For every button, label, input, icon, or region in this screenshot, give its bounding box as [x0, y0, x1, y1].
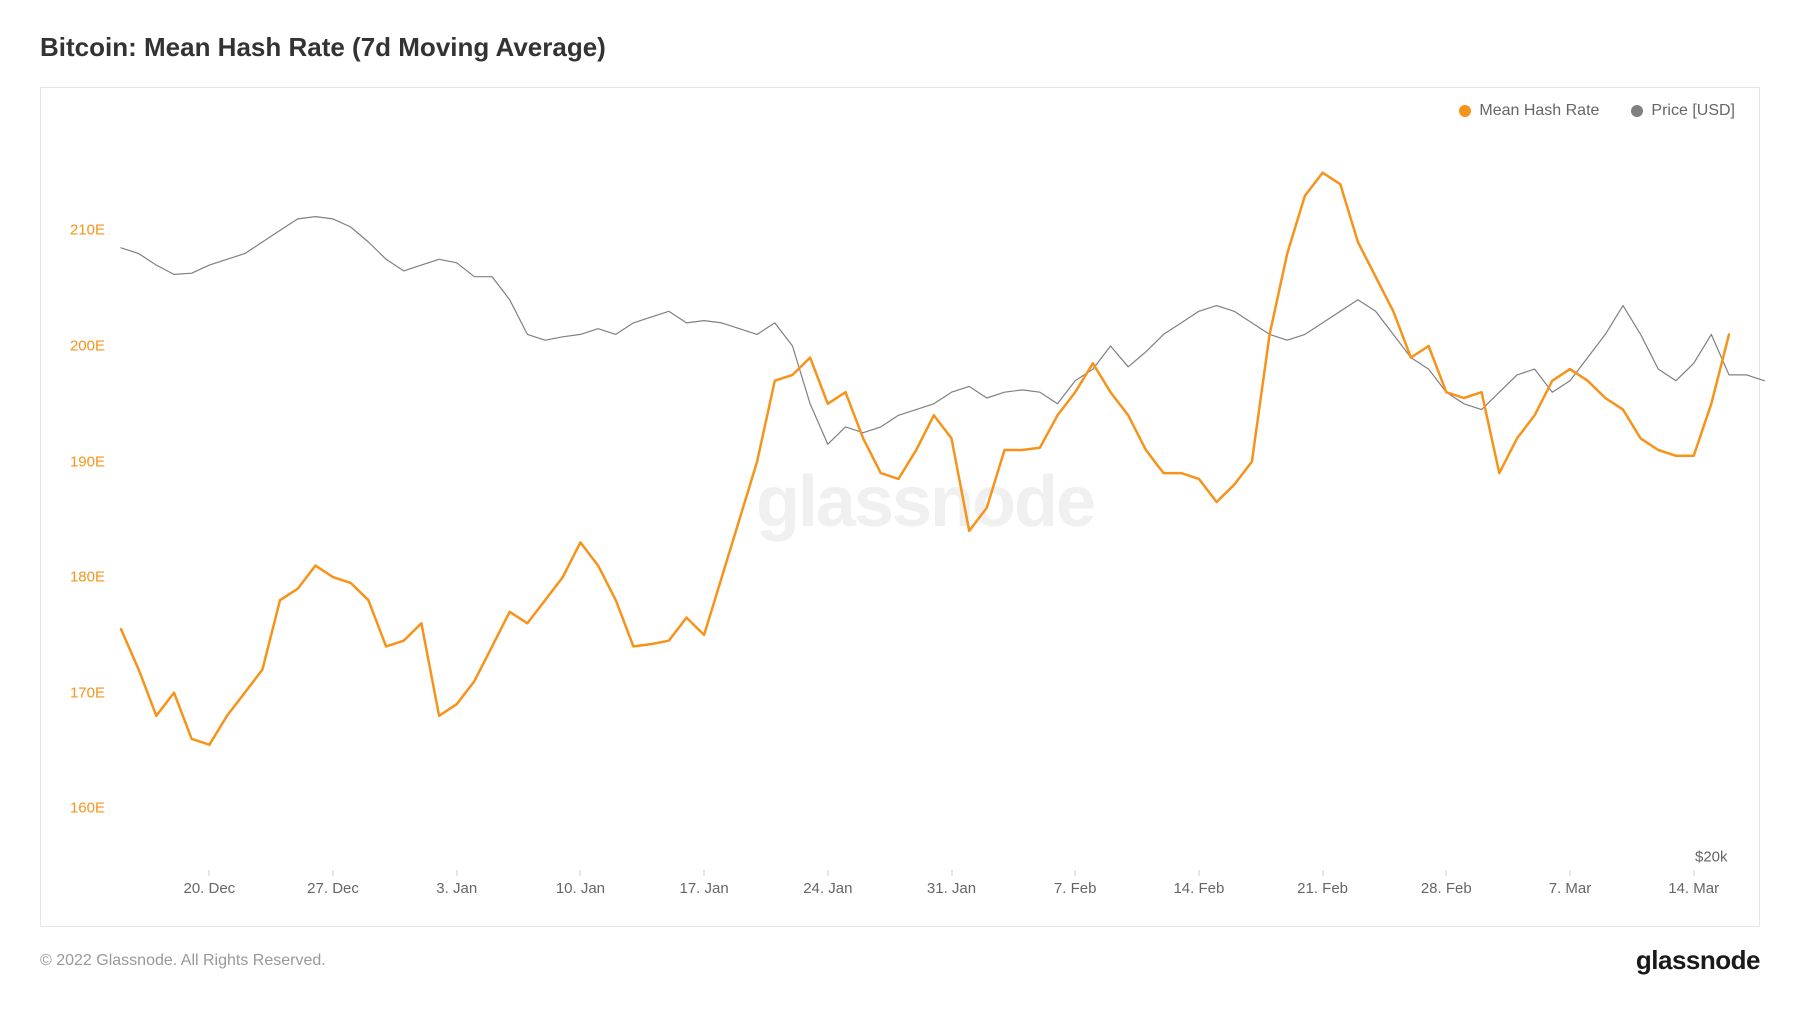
x-tick-mark — [1198, 870, 1199, 876]
x-tick-label: 20. Dec — [183, 880, 235, 897]
x-axis: 20. Dec 27. Dec 3. Jan 10. Jan 17. Jan 24. Ja… — [121, 870, 1729, 926]
y-tick-left: 180E — [70, 569, 105, 586]
y-axis-left: 160E 170E 180E 190E 200E 210E — [41, 138, 113, 866]
x-tick-mark — [1075, 870, 1076, 876]
y-tick-left: 210E — [70, 222, 105, 239]
y-tick-left: 200E — [70, 338, 105, 355]
x-tick-mark — [1446, 870, 1447, 876]
legend: Mean Hash Rate Price [USD] — [1459, 102, 1735, 120]
x-tick-mark — [827, 870, 828, 876]
x-tick-mark — [1569, 870, 1570, 876]
x-tick-mark — [580, 870, 581, 876]
brand-logo: glassnode — [1636, 945, 1760, 976]
x-tick-mark — [209, 870, 210, 876]
chart-container: Mean Hash Rate Price [USD] 160E170E180E1… — [40, 87, 1760, 927]
line-price — [121, 217, 1764, 445]
x-tick-label: 21. Feb — [1297, 880, 1348, 897]
x-tick-mark — [333, 870, 334, 876]
x-tick-label: 7. Mar — [1549, 880, 1592, 897]
footer: © 2022 Glassnode. All Rights Reserved. g… — [40, 945, 1760, 976]
x-tick-label: 17. Jan — [680, 880, 729, 897]
x-tick-label: 10. Jan — [556, 880, 605, 897]
line-hash-rate — [121, 173, 1729, 745]
legend-item-hash[interactable]: Mean Hash Rate — [1459, 102, 1599, 120]
chart-title: Bitcoin: Mean Hash Rate (7d Moving Avera… — [40, 32, 1760, 63]
y-tick-left: 190E — [70, 453, 105, 470]
x-tick-label: 28. Feb — [1421, 880, 1472, 897]
legend-item-price[interactable]: Price [USD] — [1631, 102, 1735, 120]
x-tick-label: 27. Dec — [307, 880, 359, 897]
plot-area: glassnode — [121, 138, 1729, 866]
x-tick-mark — [456, 870, 457, 876]
y-tick-left: 170E — [70, 684, 105, 701]
copyright: © 2022 Glassnode. All Rights Reserved. — [40, 952, 326, 970]
x-tick-mark — [704, 870, 705, 876]
legend-dot-hash — [1459, 105, 1471, 117]
x-tick-label: 7. Feb — [1054, 880, 1097, 897]
y-tick-left: 160E — [70, 800, 105, 817]
x-tick-mark — [951, 870, 952, 876]
x-tick-label: 14. Mar — [1668, 880, 1719, 897]
legend-dot-price — [1631, 105, 1643, 117]
x-tick-label: 3. Jan — [436, 880, 477, 897]
chart-svg — [121, 138, 1729, 866]
x-tick-label: 14. Feb — [1173, 880, 1224, 897]
x-tick-mark — [1693, 870, 1694, 876]
x-tick-label: 24. Jan — [803, 880, 852, 897]
legend-label-hash: Mean Hash Rate — [1479, 102, 1599, 120]
legend-label-price: Price [USD] — [1651, 102, 1735, 120]
x-tick-mark — [1322, 870, 1323, 876]
x-tick-label: 31. Jan — [927, 880, 976, 897]
